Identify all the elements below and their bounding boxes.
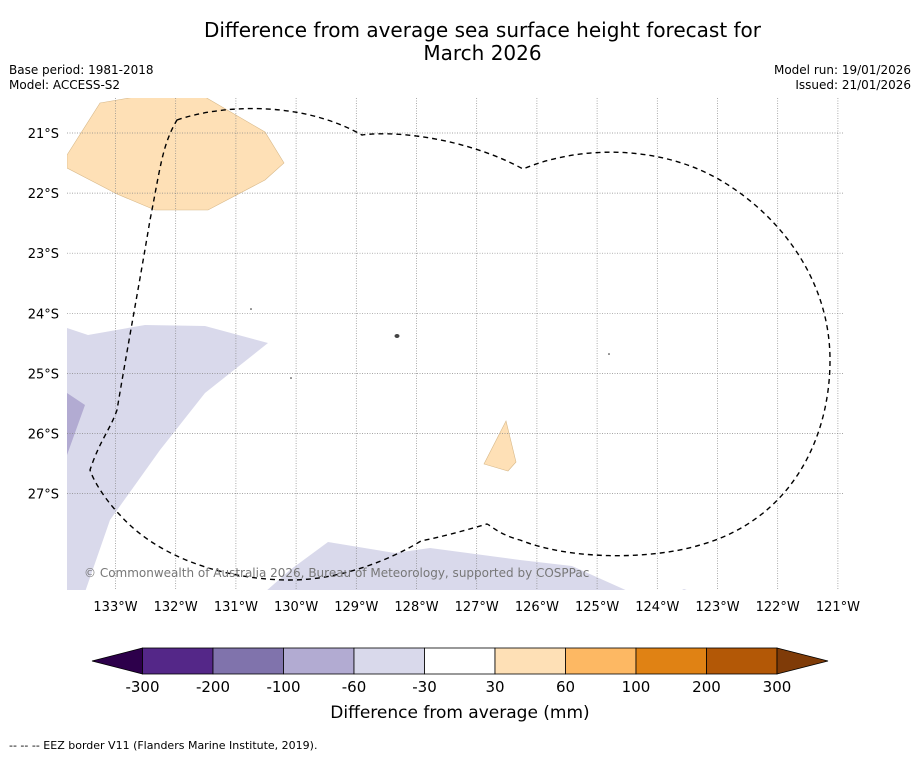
colorbar-tick-label: -200: [196, 678, 230, 696]
copyright-text: © Commonwealth of Australia 2026, Bureau…: [84, 566, 589, 580]
lon-label: 128°W: [394, 600, 438, 615]
lon-label: 127°W: [455, 600, 499, 615]
lat-label: 22°S: [28, 187, 59, 202]
colorbar-extend-max: [776, 647, 829, 675]
lat-label: 26°S: [28, 428, 59, 443]
colorbar-segment: [424, 647, 496, 675]
lon-label: 130°W: [274, 600, 318, 615]
island-marker: [290, 377, 292, 379]
issued-date: Issued: 21/01/2026: [795, 78, 911, 92]
eez-border: [89, 107, 831, 581]
latitude-labels: 21°S 22°S 23°S 24°S 25°S 26°S 27°S: [28, 127, 59, 503]
colorbar-segment: [212, 647, 284, 675]
region-plus-30-to-60-central: [483, 420, 517, 472]
colorbar-label: Difference from average (mm): [330, 703, 589, 723]
island-marker: [608, 353, 610, 355]
footnote: -- -- -- EEZ border V11 (Flanders Marine…: [9, 739, 318, 752]
colorbar-segment: [494, 647, 566, 675]
lon-label: 126°W: [515, 600, 559, 615]
colorbar-tick-label: -60: [342, 678, 367, 696]
island-marker: [250, 308, 252, 310]
colorbar-segment: [353, 647, 425, 675]
colorbar-tick-label: 100: [622, 678, 651, 696]
region-minus-60-to-minus-30-corner: [682, 589, 687, 590]
region-minus-60-to-minus-30-south: [267, 542, 626, 590]
lon-label: 125°W: [575, 600, 619, 615]
lon-label: 129°W: [334, 600, 378, 615]
region-minus-60-to-minus-30-west: [67, 325, 268, 590]
lon-label: 131°W: [214, 600, 258, 615]
colorbar-segment: [283, 647, 355, 675]
lon-label: 123°W: [695, 600, 739, 615]
meta-left: Base period: 1981-2018 Model: ACCESS-S2: [9, 63, 154, 93]
island-marker: [394, 334, 400, 338]
colorbar-tick-label: 300: [763, 678, 792, 696]
region-minus-100-to-minus-60: [67, 393, 85, 455]
colorbar-segment: [142, 647, 214, 675]
colorbar-segment: [565, 647, 637, 675]
lat-label: 27°S: [28, 488, 59, 503]
lat-label: 24°S: [28, 307, 59, 322]
longitude-labels: 133°W 132°W 131°W 130°W 129°W 128°W 127°W 126°W…: [93, 600, 860, 615]
lat-label: 21°S: [28, 127, 59, 142]
colorbar-tick-label: -100: [266, 678, 300, 696]
colorbar-tick-label: 60: [556, 678, 575, 696]
lon-label: 121°W: [816, 600, 860, 615]
colorbar-tick-label: 30: [485, 678, 504, 696]
colorbar-segment: [706, 647, 778, 675]
title-line-1: Difference from average sea surface heig…: [203, 18, 762, 42]
colorbar: -300 -200 -100 -60 -30 30 60 100 200 300 Differen…: [91, 647, 829, 723]
model-name: Model: ACCESS-S2: [9, 78, 121, 92]
title-line-2: March 2026: [423, 41, 542, 65]
chart-title: Difference from average sea surface heig…: [140, 19, 825, 65]
colorbar-tick-label: -30: [412, 678, 437, 696]
lon-label: 132°W: [154, 600, 198, 615]
colorbar-tick-label: -300: [125, 678, 159, 696]
lon-label: 122°W: [756, 600, 800, 615]
colorbar-extend-min: [91, 647, 143, 675]
colorbar-tick-label: 200: [692, 678, 721, 696]
lat-label: 23°S: [28, 247, 59, 262]
lon-label: 124°W: [635, 600, 679, 615]
meta-right: Model run: 19/01/2026 Issued: 21/01/2026: [774, 63, 911, 93]
map-area: © Commonwealth of Australia 2026, Bureau…: [28, 98, 860, 615]
colorbar-segment: [635, 647, 707, 675]
base-period: Base period: 1981-2018: [9, 63, 154, 77]
model-run: Model run: 19/01/2026: [773, 63, 911, 77]
lat-label: 25°S: [28, 367, 59, 382]
lon-label: 133°W: [93, 600, 137, 615]
gridlines: [67, 98, 843, 590]
